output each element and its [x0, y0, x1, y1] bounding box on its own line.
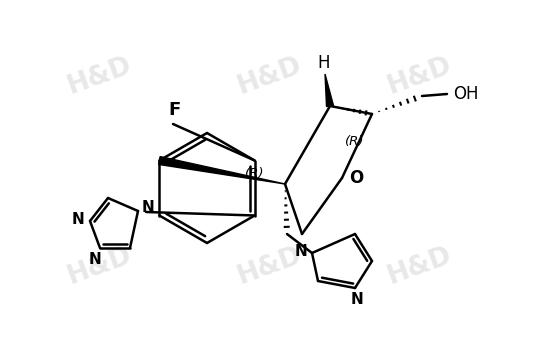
Text: N: N [142, 200, 154, 215]
Text: O: O [349, 169, 363, 187]
Text: H&D: H&D [234, 242, 306, 290]
Polygon shape [159, 157, 285, 184]
Text: H&D: H&D [64, 242, 136, 290]
Text: N: N [350, 292, 364, 307]
Text: N: N [71, 211, 84, 226]
Text: F: F [169, 101, 181, 119]
Text: H&D: H&D [384, 52, 456, 100]
Text: H&D: H&D [64, 52, 136, 100]
Text: H: H [318, 54, 330, 72]
Text: N: N [89, 251, 101, 267]
Text: OH: OH [453, 85, 479, 103]
Text: N: N [295, 244, 307, 258]
Text: (R): (R) [345, 135, 365, 147]
Text: H&D: H&D [384, 242, 456, 290]
Text: H&D: H&D [234, 52, 306, 100]
Polygon shape [325, 74, 334, 106]
Text: (R): (R) [245, 168, 265, 180]
